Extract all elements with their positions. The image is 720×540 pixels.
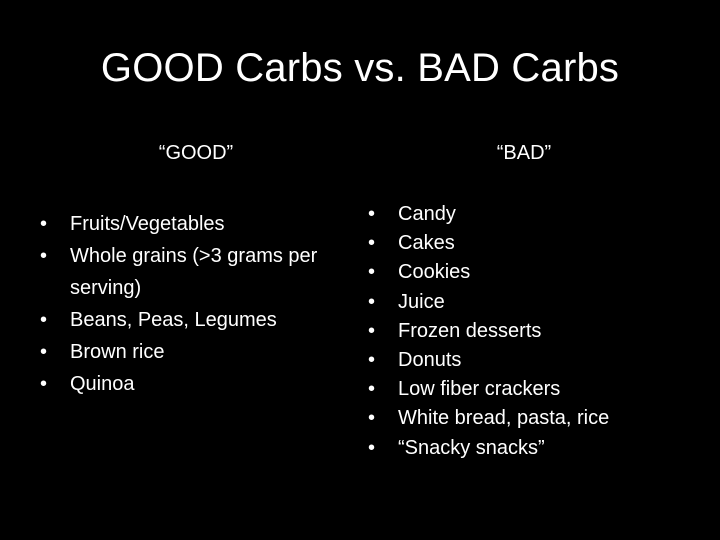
- bullet-icon: •: [40, 213, 48, 235]
- bullet-icon: •: [368, 261, 376, 284]
- list-item: • Brown rice: [36, 336, 356, 368]
- list-item: • Cookies: [364, 258, 694, 287]
- list-item: • “Snacky snacks”: [364, 434, 694, 463]
- bad-heading: “BAD”: [496, 142, 552, 164]
- bullet-icon: •: [368, 290, 376, 313]
- list-item: • Low fiber crackers: [364, 375, 694, 404]
- good-list: • Fruits/Vegetables • Whole grains (>3 gra…: [36, 208, 356, 400]
- list-item: • Cakes: [364, 229, 694, 258]
- list-item: • White bread, pasta, rice: [364, 404, 694, 433]
- bullet-icon: •: [40, 245, 48, 267]
- slide-title: GOOD Carbs vs. BAD Carbs: [100, 46, 620, 90]
- list-item: • Beans, Peas, Legumes: [36, 304, 356, 336]
- bullet-icon: •: [368, 378, 376, 401]
- bullet-icon: •: [40, 341, 48, 363]
- list-item: • Quinoa: [36, 368, 356, 400]
- good-heading: “GOOD”: [158, 142, 234, 164]
- list-item: • Donuts: [364, 346, 694, 375]
- bullet-icon: •: [368, 349, 376, 372]
- bullet-icon: •: [368, 203, 376, 225]
- list-item: • Fruits/Vegetables: [36, 208, 356, 240]
- list-item: • Frozen desserts: [364, 317, 694, 346]
- bullet-icon: •: [368, 407, 376, 430]
- list-item: • Candy: [364, 200, 694, 229]
- bullet-icon: •: [368, 319, 376, 342]
- bullet-icon: •: [368, 436, 376, 459]
- list-item: • Whole grains (>3 grams per serving): [36, 240, 360, 304]
- bad-list: • Candy • Cakes • Cookies • Juice • Frozen de…: [364, 200, 694, 463]
- bullet-icon: •: [40, 373, 48, 395]
- list-item: • Juice: [364, 288, 694, 317]
- bullet-icon: •: [40, 309, 48, 331]
- bullet-icon: •: [368, 232, 376, 255]
